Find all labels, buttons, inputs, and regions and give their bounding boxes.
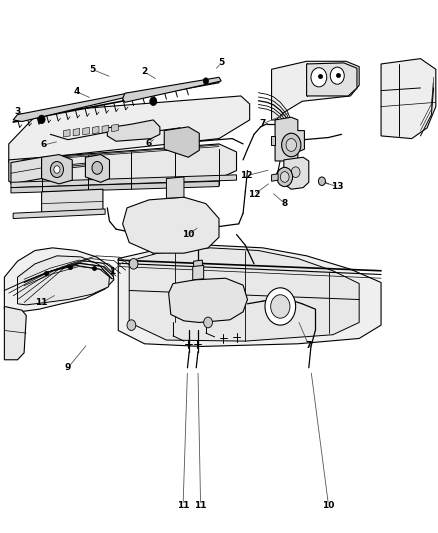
Text: 4: 4 [74, 87, 80, 96]
Polygon shape [4, 248, 114, 312]
Polygon shape [11, 157, 42, 184]
Polygon shape [123, 197, 219, 253]
Text: 11: 11 [177, 501, 189, 510]
Polygon shape [112, 124, 118, 132]
Circle shape [265, 288, 296, 325]
Polygon shape [193, 265, 204, 280]
Text: 11: 11 [194, 501, 207, 510]
Polygon shape [83, 127, 89, 135]
Polygon shape [129, 248, 359, 341]
Circle shape [291, 167, 300, 177]
Polygon shape [73, 128, 80, 136]
Circle shape [127, 320, 136, 330]
Circle shape [286, 139, 297, 151]
Text: 10: 10 [322, 501, 335, 510]
Polygon shape [272, 174, 278, 181]
Text: 5: 5 [89, 65, 95, 74]
Polygon shape [13, 93, 131, 122]
Polygon shape [272, 61, 359, 120]
Circle shape [280, 172, 289, 182]
Circle shape [318, 177, 325, 185]
Text: 1: 1 [109, 268, 115, 276]
Circle shape [92, 161, 102, 174]
Text: 7: 7 [260, 119, 266, 128]
Circle shape [203, 78, 208, 84]
Polygon shape [194, 260, 202, 269]
Circle shape [282, 133, 301, 157]
Polygon shape [9, 96, 250, 163]
Text: 3: 3 [14, 108, 21, 116]
Circle shape [129, 259, 138, 269]
Circle shape [54, 166, 60, 173]
Text: 9: 9 [65, 364, 71, 372]
Circle shape [330, 67, 344, 84]
Circle shape [150, 97, 157, 106]
Polygon shape [107, 120, 160, 141]
Polygon shape [42, 155, 72, 184]
Text: 6: 6 [41, 141, 47, 149]
Polygon shape [169, 278, 247, 322]
Polygon shape [64, 130, 70, 137]
Polygon shape [18, 256, 109, 305]
Polygon shape [307, 63, 357, 96]
Polygon shape [85, 155, 110, 182]
Polygon shape [13, 209, 105, 219]
Polygon shape [4, 306, 26, 360]
Text: 12: 12 [240, 172, 252, 180]
Polygon shape [166, 177, 184, 198]
Circle shape [311, 68, 327, 87]
Text: 8: 8 [282, 199, 288, 208]
Polygon shape [11, 175, 237, 188]
Polygon shape [102, 125, 109, 133]
Circle shape [277, 167, 293, 187]
Text: 5: 5 [218, 59, 224, 67]
Text: 12: 12 [248, 190, 260, 199]
Circle shape [50, 161, 64, 177]
Polygon shape [42, 189, 103, 216]
Polygon shape [284, 157, 309, 189]
Polygon shape [92, 126, 99, 134]
Text: 6: 6 [146, 140, 152, 148]
Polygon shape [123, 77, 221, 102]
Polygon shape [164, 127, 199, 157]
Polygon shape [11, 181, 219, 193]
Circle shape [204, 317, 212, 328]
Circle shape [271, 295, 290, 318]
Text: 10: 10 [182, 230, 194, 239]
Text: 13: 13 [331, 182, 343, 191]
Text: 7: 7 [306, 341, 312, 350]
Text: 11: 11 [35, 298, 48, 307]
Polygon shape [9, 144, 237, 187]
Polygon shape [271, 136, 275, 145]
Text: 2: 2 [141, 68, 148, 76]
Polygon shape [381, 59, 436, 139]
Polygon shape [275, 117, 304, 161]
Polygon shape [118, 245, 381, 346]
Circle shape [38, 115, 45, 124]
